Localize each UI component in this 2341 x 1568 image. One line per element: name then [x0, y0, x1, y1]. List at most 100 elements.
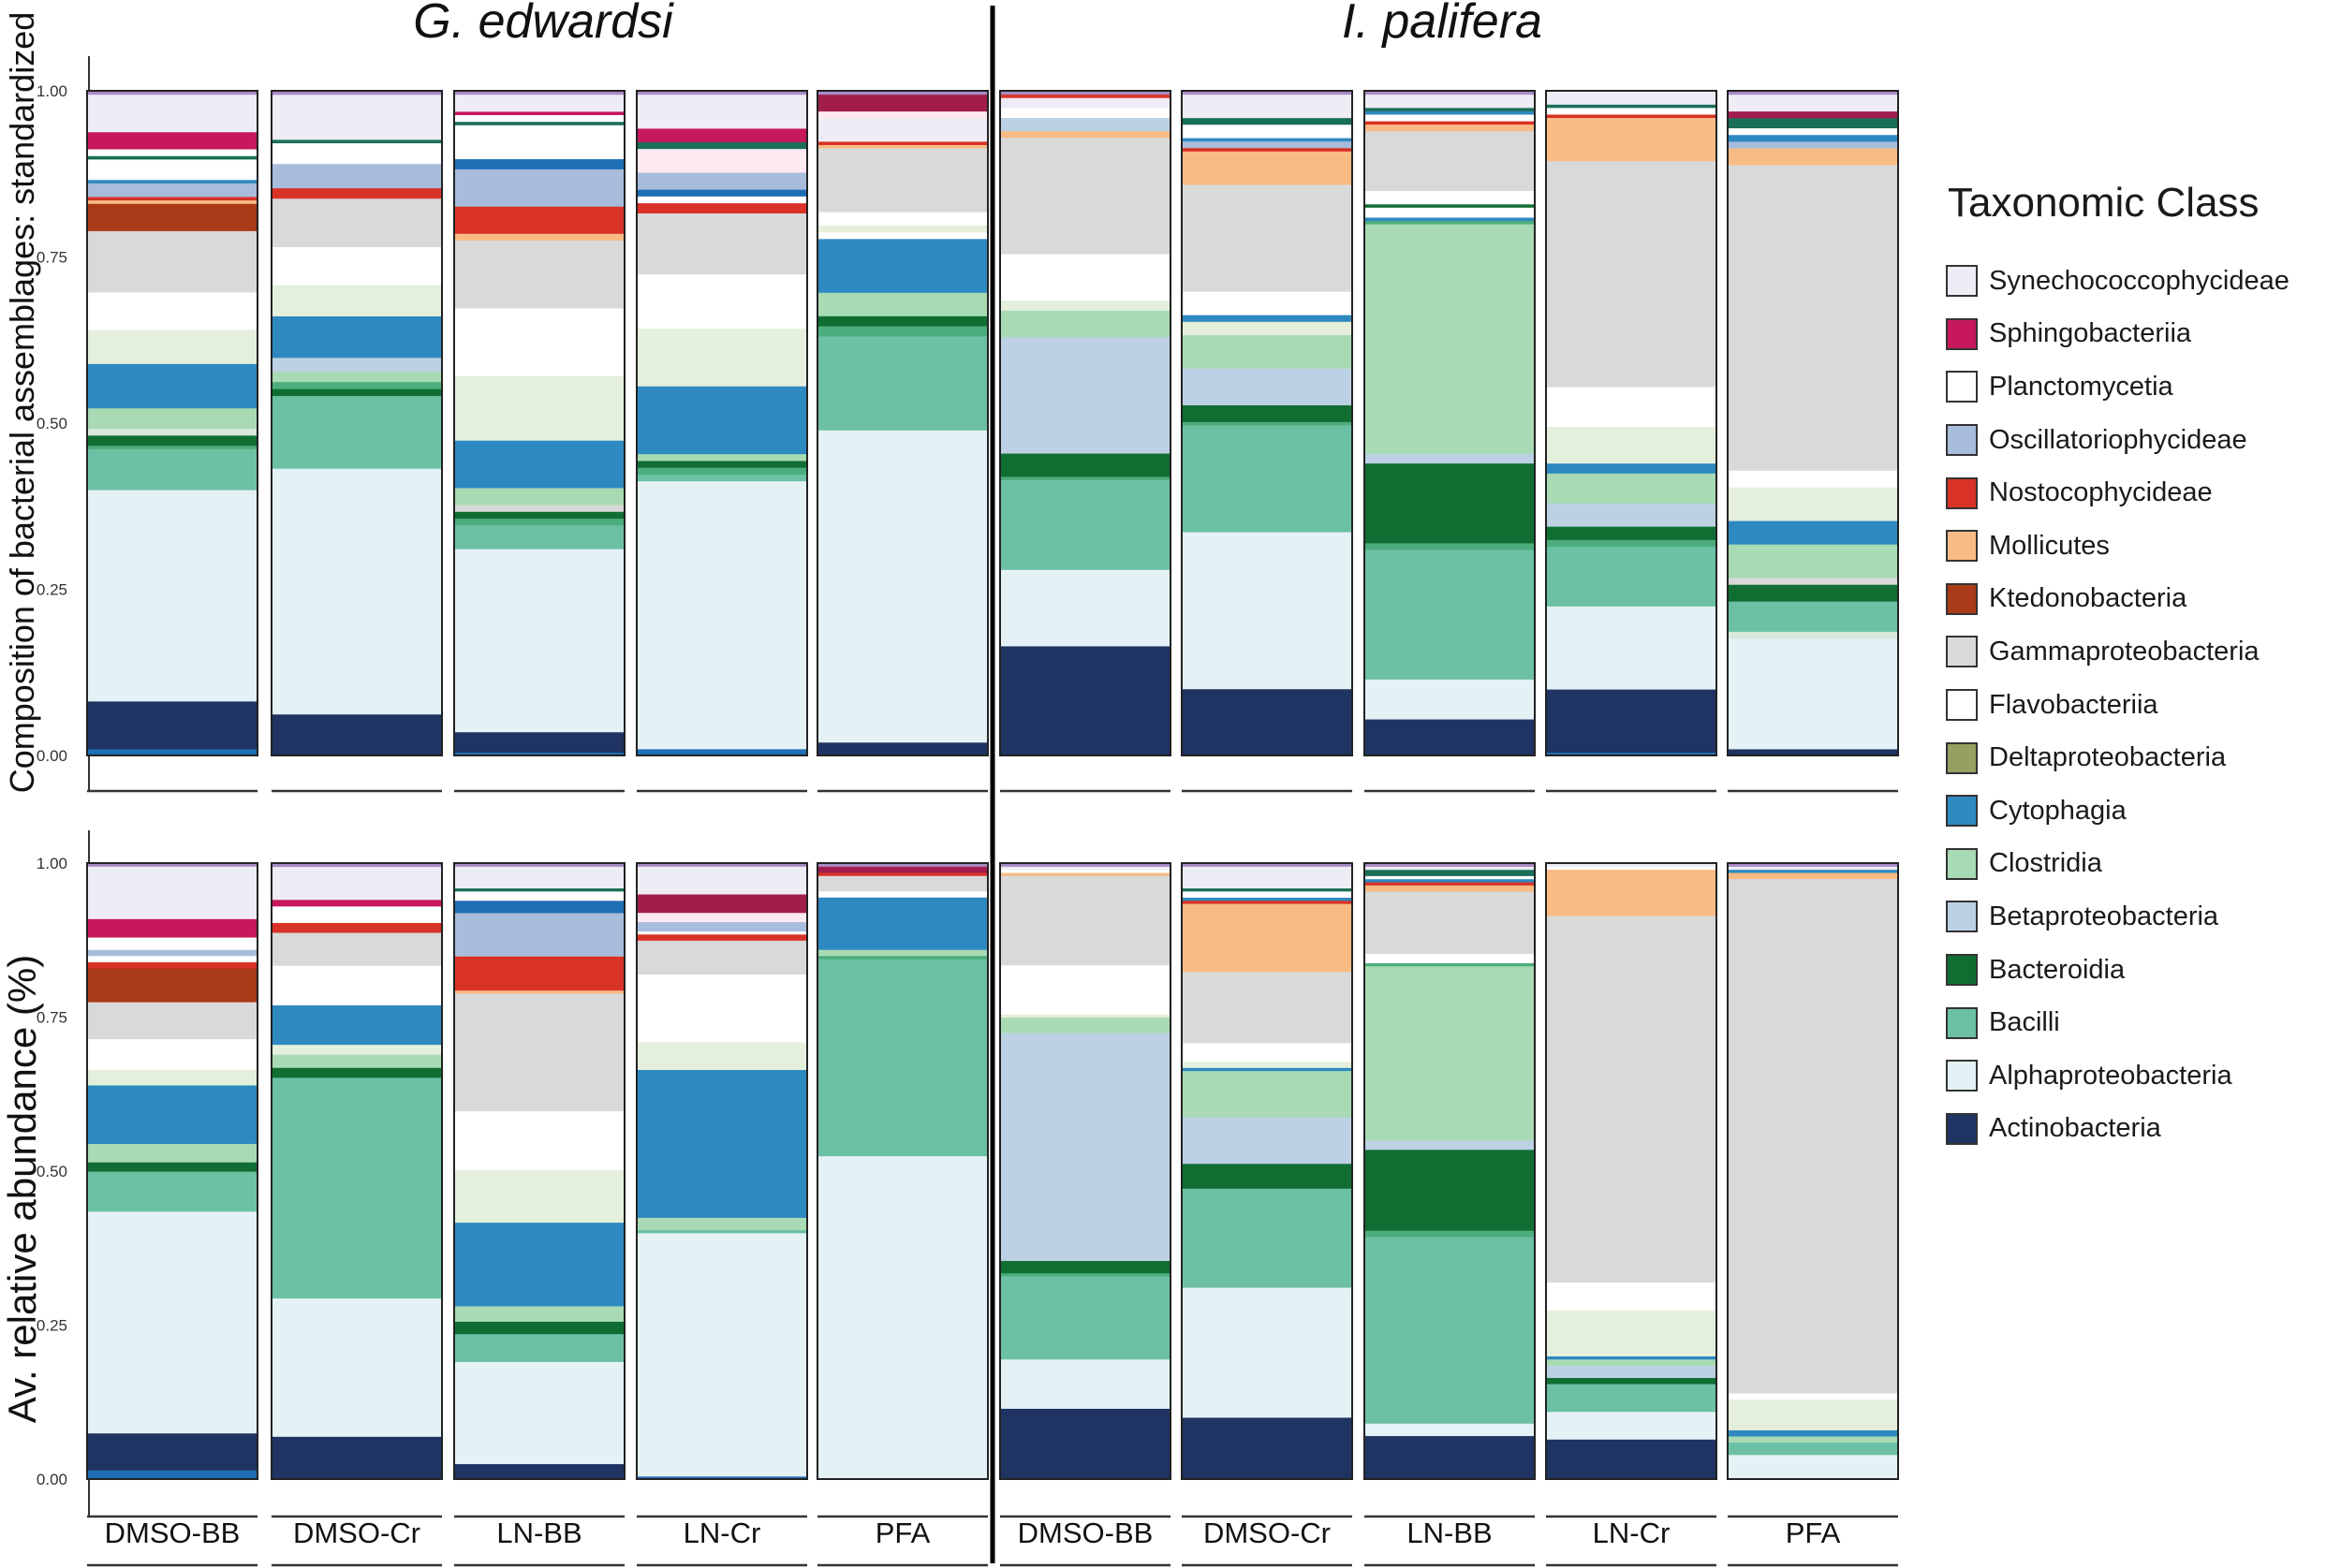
bar-segment — [637, 212, 807, 275]
bar-segment — [817, 110, 988, 119]
bar-dmso-cr — [271, 90, 443, 756]
bar-segment — [454, 206, 625, 234]
bar-segment — [1000, 1358, 1170, 1409]
bar-segment — [87, 94, 258, 133]
bar-ln-bb — [1363, 90, 1536, 756]
bar-segment — [817, 212, 988, 227]
bar-segment — [454, 992, 625, 1112]
bar-segment — [272, 1436, 442, 1480]
bar-segment — [1000, 645, 1170, 756]
y-tick-label: 0.50 — [37, 1163, 67, 1180]
bar-dmso-bb — [86, 862, 258, 1480]
bar-segment — [817, 875, 988, 892]
bar-segment — [817, 238, 988, 293]
bar-segment — [1546, 915, 1716, 1283]
panel-standardized: 0.00 0.25 0.50 0.75 1.00 — [37, 56, 1899, 793]
legend-swatch — [1946, 1112, 1978, 1145]
bar-segment — [1546, 113, 1716, 118]
legend-swatch — [1946, 582, 1978, 615]
bar-segment — [1000, 476, 1170, 480]
x-tick-label: DMSO-BB — [1018, 1517, 1154, 1549]
legend-swatch — [1946, 795, 1978, 828]
bar-segment — [1000, 964, 1170, 1015]
legend-swatch — [1946, 476, 1978, 509]
bar-segment — [454, 440, 625, 489]
bar-segment — [87, 961, 258, 969]
bar-segment — [1000, 310, 1170, 338]
bar-segment — [1546, 1439, 1716, 1480]
bar-segment — [454, 956, 625, 991]
bar-segment — [87, 1470, 258, 1480]
bar-segment — [637, 921, 807, 931]
legend-swatch — [1946, 741, 1978, 774]
legend-item: Deltaproteobacteria — [1946, 731, 2339, 784]
bar-segment — [1546, 606, 1716, 690]
bar-segment — [87, 131, 258, 150]
bar-segment — [1364, 1423, 1535, 1437]
bar-segment — [1728, 866, 1898, 871]
bar-segment — [87, 1069, 258, 1086]
bar-segment — [637, 1229, 807, 1234]
bar-segment — [637, 148, 807, 173]
bar-segment — [1000, 1408, 1170, 1480]
bar-segment — [817, 225, 988, 233]
bar-segment — [1546, 1365, 1716, 1379]
bar-segment — [454, 125, 625, 160]
y-tick-label: 0.00 — [37, 747, 67, 765]
bar-segment — [637, 127, 807, 142]
legend-label: Planctomycetia — [1989, 371, 2173, 402]
bar-segment — [1182, 971, 1352, 1044]
bar-segment — [1364, 875, 1535, 880]
legend-item: Bacteroidia — [1946, 944, 2339, 997]
bar-segment — [1182, 1061, 1352, 1068]
bar-dmso-bb — [999, 90, 1171, 756]
bar-segment — [1182, 140, 1352, 149]
bar-segment — [1546, 91, 1716, 105]
bar-segment — [1182, 321, 1352, 336]
bar-dmso-cr — [1181, 90, 1353, 756]
bar-segment — [1546, 473, 1716, 504]
bar-segment — [1728, 544, 1898, 579]
bar-segment — [272, 931, 442, 966]
bar-segment — [272, 1054, 442, 1068]
legend-swatch — [1946, 636, 1978, 668]
bar-segment — [637, 202, 807, 214]
bar-segment — [87, 155, 258, 160]
bar-segment — [1182, 863, 1352, 867]
bar-segment — [1728, 748, 1898, 756]
legend-label: Actinobacteria — [1989, 1113, 2161, 1144]
x-tick-label: LN-Cr — [1593, 1517, 1671, 1549]
bar-segment — [87, 1432, 258, 1471]
bar-segment — [637, 931, 807, 935]
bar-segment — [1728, 1392, 1898, 1400]
bar-segment — [454, 375, 625, 441]
bar-segment — [272, 1004, 442, 1046]
x-tick-label: DMSO-Cr — [1203, 1517, 1331, 1549]
bar-ln-cr — [636, 90, 808, 756]
bar-segment — [454, 114, 625, 123]
bar-segment — [1728, 91, 1898, 95]
bar-segment — [1364, 110, 1535, 115]
bar-segment — [87, 179, 258, 183]
bar-segment — [1364, 542, 1535, 550]
x-tick-label: LN-BB — [1406, 1517, 1492, 1549]
bar-segment — [637, 453, 807, 462]
bar-segment — [817, 315, 988, 327]
bar-segment — [817, 292, 988, 316]
bar-dmso-cr — [1181, 862, 1353, 1480]
bar-segment — [1182, 117, 1352, 125]
bar-segment — [1546, 503, 1716, 527]
bar-segment — [637, 974, 807, 1043]
legend-item: Clostridia — [1946, 838, 2339, 891]
bar-segment — [1546, 1384, 1716, 1413]
y-tick-label: 1.00 — [37, 82, 67, 100]
bar-segment — [1182, 1070, 1352, 1118]
bar-segment — [1182, 147, 1352, 152]
bar-segment — [1546, 689, 1716, 754]
legend-label: Ktedonobacteria — [1989, 583, 2187, 614]
legend-item: Betaproteobacteria — [1946, 890, 2339, 944]
bar-segment — [272, 371, 442, 383]
bar-segment — [817, 231, 988, 240]
legend-label: Nostocophycideae — [1989, 477, 2213, 508]
bar-segment — [817, 430, 988, 743]
